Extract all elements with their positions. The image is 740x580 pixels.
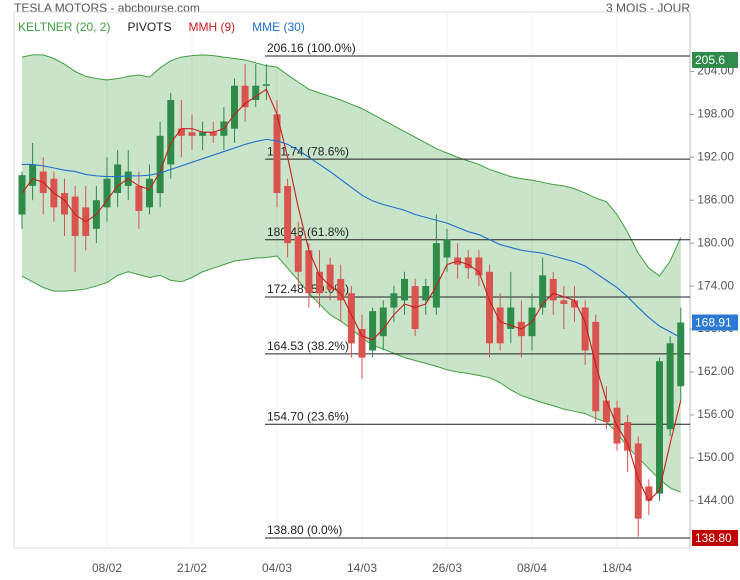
candle-body xyxy=(443,239,451,258)
candle-body xyxy=(337,278,345,301)
pivot-label: 154.70 (23.6%) xyxy=(267,409,349,423)
legend-entry: PIVOTS xyxy=(127,20,171,34)
y-tick-label: 192.00 xyxy=(697,149,734,163)
keltner-upper xyxy=(21,54,682,277)
candle-body xyxy=(114,164,122,194)
price-label: 138.80 xyxy=(695,531,732,545)
legend-entry: MMH (9) xyxy=(189,20,236,34)
candle-body xyxy=(369,311,377,351)
x-tick-label: 08/04 xyxy=(517,561,547,575)
price-label-box xyxy=(692,51,738,68)
legend-entry: MME (30) xyxy=(252,20,305,34)
candle-body xyxy=(560,300,568,304)
candle-body xyxy=(177,128,185,136)
candle-body xyxy=(645,486,653,501)
candle-body xyxy=(156,135,164,194)
pivot-label: 138.80 (0.0%) xyxy=(267,523,342,537)
y-tick-label: 162.00 xyxy=(697,364,734,378)
candle-body xyxy=(507,307,515,330)
x-tick-label: 04/03 xyxy=(262,561,292,575)
y-tick-label: 156.00 xyxy=(697,407,734,421)
candle-body xyxy=(188,132,196,136)
y-tick-label: 186.00 xyxy=(697,192,734,206)
candle-body xyxy=(231,85,238,129)
mme-line xyxy=(22,138,682,339)
mmh-line xyxy=(21,88,682,502)
candle-body xyxy=(422,286,430,301)
candle-body xyxy=(666,343,674,430)
candle-body xyxy=(677,322,685,387)
y-tick-label: 180.00 xyxy=(697,235,734,249)
pivot-label: 180.48 (61.8%) xyxy=(267,225,349,239)
candle-body xyxy=(326,264,334,290)
candle-body xyxy=(273,114,281,194)
candle-body xyxy=(539,275,547,308)
x-tick-label: 14/03 xyxy=(347,561,377,575)
candle-body xyxy=(347,293,355,344)
candle-body xyxy=(432,243,440,308)
candle-body xyxy=(656,361,663,494)
candle-body xyxy=(602,400,610,423)
candle-body xyxy=(486,271,493,344)
candle-body xyxy=(135,185,143,211)
candle-body xyxy=(167,100,175,165)
y-tick-label: 150.00 xyxy=(697,450,734,464)
candle-body xyxy=(581,307,589,351)
y-tick-label: 198.00 xyxy=(697,107,734,121)
candle-body xyxy=(241,85,249,108)
price-label-box xyxy=(692,314,738,331)
candle-body xyxy=(496,307,504,344)
price-label-box xyxy=(692,529,738,546)
candle-body xyxy=(390,293,398,308)
x-tick-label: 18/04 xyxy=(602,561,632,575)
candle-body xyxy=(252,85,260,101)
price-label: 168.91 xyxy=(695,316,732,330)
candle-body xyxy=(634,443,642,519)
candle-body xyxy=(475,257,483,276)
pivot-label: 206.16 (100.0%) xyxy=(267,41,356,55)
candle-body xyxy=(103,178,111,208)
candle-body xyxy=(571,300,578,308)
candle-body xyxy=(262,84,270,86)
plot-area xyxy=(13,11,691,549)
candle-body xyxy=(401,278,408,301)
candle-body xyxy=(624,422,632,451)
pivot-label: 164.53 (38.2%) xyxy=(267,339,349,353)
x-tick-label: 08/02 xyxy=(92,561,122,575)
candle-body xyxy=(146,178,153,208)
price-label: 205.6 xyxy=(695,53,725,67)
candle-body xyxy=(209,132,217,136)
y-tick-label: 174.00 xyxy=(697,278,734,292)
x-tick-label: 21/02 xyxy=(177,561,207,575)
candle-body xyxy=(305,250,313,294)
candle-body xyxy=(29,164,37,186)
candle-body xyxy=(284,185,292,244)
legend-entry: KELTNER (20, 2) xyxy=(18,20,110,34)
candle-body xyxy=(379,307,387,337)
candle-body xyxy=(71,196,79,236)
candle-body xyxy=(199,132,207,136)
candle-body xyxy=(464,257,472,269)
candle-body xyxy=(18,175,26,215)
candle-body xyxy=(358,329,366,358)
x-tick-label: 26/03 xyxy=(432,561,462,575)
candle-body xyxy=(316,271,323,294)
candle-body xyxy=(294,235,302,272)
candle-body xyxy=(61,193,68,215)
candle-body xyxy=(549,278,557,301)
y-tick-label: 144.00 xyxy=(697,493,734,507)
